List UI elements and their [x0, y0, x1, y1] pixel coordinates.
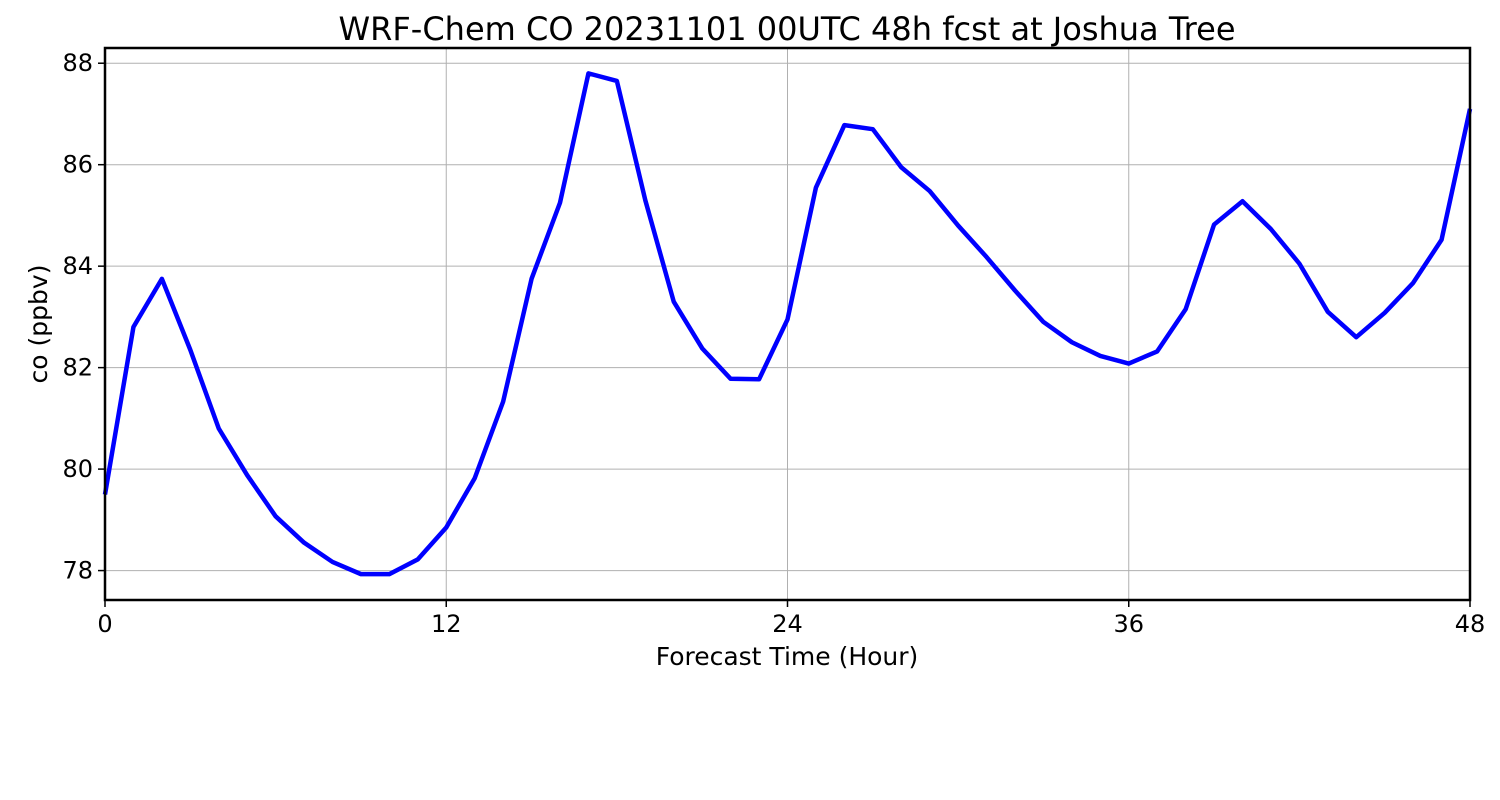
chart-title: WRF-Chem CO 20231101 00UTC 48h fcst at J… — [338, 10, 1235, 48]
y-tick-label: 78 — [62, 557, 93, 585]
y-tick-label: 82 — [62, 354, 93, 382]
x-tick-label: 0 — [97, 610, 112, 638]
x-tick-label: 48 — [1455, 610, 1486, 638]
y-axis-title: co (ppbv) — [24, 265, 53, 384]
y-tick-label: 84 — [62, 252, 93, 280]
y-tick-label: 88 — [62, 49, 93, 77]
y-tick-label: 86 — [62, 151, 93, 179]
x-tick-label: 24 — [772, 610, 803, 638]
x-tick-label: 36 — [1113, 610, 1144, 638]
axis-ticks: 0 12 24 36 48 78 80 82 84 86 88 — [62, 49, 1485, 638]
x-axis-title: Forecast Time (Hour) — [656, 642, 919, 671]
y-tick-label: 80 — [62, 455, 93, 483]
x-tick-label: 12 — [431, 610, 462, 638]
